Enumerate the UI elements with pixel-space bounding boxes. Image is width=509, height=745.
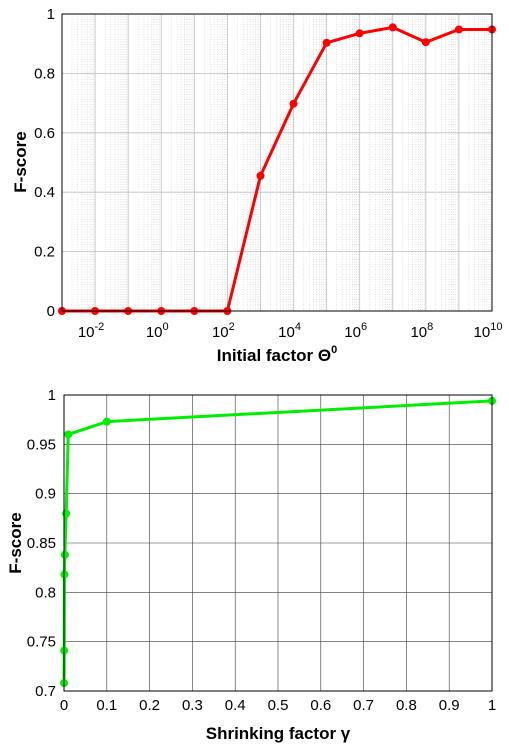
data-point — [289, 99, 298, 108]
x-tick-label: 100 — [146, 321, 169, 341]
x-tick-label: 0.3 — [182, 697, 203, 714]
chart-shrinking-factor: 0.70.750.80.850.90.951 0 0.1 0.2 0.3 0.4 0.5 0… — [6, 387, 496, 743]
y-tick-labels-bottom: 0.7 0.75 0.8 0.85 0.9 0.95 1 — [27, 387, 56, 700]
x-tick-label: 0.2 — [139, 697, 160, 714]
y-axis-label-bottom: F-score — [6, 512, 25, 573]
plot-area-top — [62, 14, 492, 311]
y-tick-label: 0.6 — [34, 125, 55, 142]
axes-box-top — [61, 13, 493, 312]
y-tick-label: 1 — [47, 6, 55, 23]
x-tick-label: 0.5 — [268, 697, 289, 714]
y-tick-label: 1 — [48, 387, 56, 404]
y-tick-label: 0.7 — [35, 683, 56, 700]
data-point — [256, 171, 265, 180]
data-point — [388, 23, 397, 32]
x-tick-labels-bottom: 0 0.1 0.2 0.3 0.4 0.5 0.6 0.7 0.8 0.9 1 — [60, 697, 496, 714]
x-tick-label: 104 — [278, 321, 301, 341]
y-tick-label: 0.85 — [27, 535, 56, 552]
minor-grid-top — [71, 14, 491, 311]
x-tick-label: 0.6 — [310, 697, 331, 714]
y-tick-label: 0.9 — [35, 486, 56, 503]
data-point — [355, 29, 364, 38]
x-tick-label: 1 — [488, 697, 496, 714]
data-point — [64, 430, 73, 439]
y-tick-label: 0.4 — [34, 184, 55, 201]
y-tick-label: 0.95 — [27, 436, 56, 453]
x-tick-label: 0 — [60, 697, 68, 714]
x-tick-label: 102 — [212, 321, 235, 341]
y-tick-label: 0.8 — [34, 65, 55, 82]
data-point — [102, 417, 111, 426]
x-tick-label: 0.4 — [225, 697, 246, 714]
x-tick-label: 0.8 — [396, 697, 417, 714]
data-point — [62, 509, 71, 518]
x-tick-label: 0.7 — [353, 697, 374, 714]
data-point — [322, 38, 331, 47]
data-point — [454, 25, 463, 34]
y-tick-label: 0 — [47, 303, 55, 320]
x-tick-label: 0.1 — [96, 697, 117, 714]
x-tick-label: 0.9 — [439, 697, 460, 714]
y-tick-labels-top: 0 0.2 0.4 0.6 0.8 1 — [34, 6, 55, 320]
chart-initial-factor: 0 0.2 0.4 0.6 0.8 1 10-2 100 102 104 106 108 1010 I… — [11, 6, 502, 365]
data-point — [60, 550, 69, 559]
y-tick-label: 0.2 — [34, 244, 55, 261]
y-axis-label-top: F-score — [11, 131, 30, 192]
x-tick-labels-top: 10-2 100 102 104 106 108 1010 — [78, 321, 503, 341]
y-tick-label: 0.8 — [35, 584, 56, 601]
x-tick-label: 106 — [344, 321, 367, 341]
data-point — [421, 38, 430, 47]
x-tick-label: 1010 — [474, 321, 503, 341]
axes-box-bottom — [63, 394, 493, 692]
x-axis-label-top: Initial factor Θ0 — [217, 344, 337, 365]
x-tick-label: 108 — [410, 321, 433, 341]
x-tick-label: 10-2 — [78, 321, 104, 341]
x-axis-label-bottom: Shrinking factor γ — [206, 724, 351, 743]
y-tick-label: 0.75 — [27, 634, 56, 651]
